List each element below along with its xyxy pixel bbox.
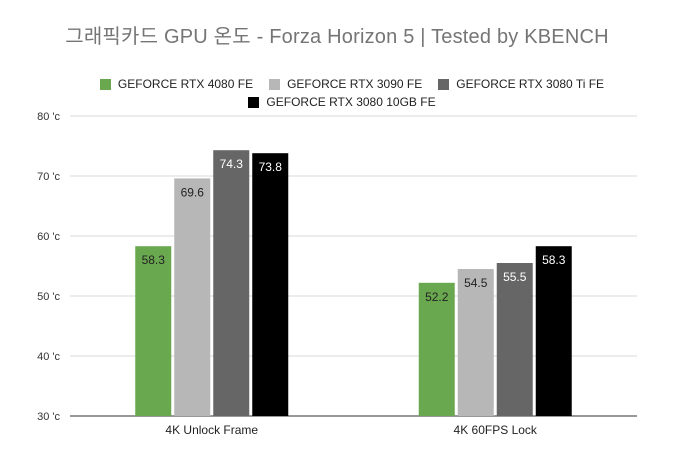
bar-value-label: 73.8: [259, 160, 283, 174]
bar: [252, 153, 289, 416]
bar: [496, 263, 533, 416]
legend-swatch-rtx-3090: [269, 78, 281, 90]
legend-label-rtx-4080: GEFORCE RTX 4080 FE: [117, 77, 254, 91]
x-category-label: 4K 60FPS Lock: [454, 423, 538, 437]
bar: [213, 150, 250, 416]
legend-item-rtx-3090: GEFORCE RTX 3090 FE: [269, 77, 422, 91]
bar-value-label: 69.6: [181, 185, 205, 199]
legend-swatch-rtx-3080-10gb: [248, 96, 260, 108]
chart-title: 그래픽카드 GPU 온도 - Forza Horizon 5 | Tested …: [65, 26, 609, 48]
legend-item-rtx-3080ti: GEFORCE RTX 3080 Ti FE: [438, 77, 604, 91]
bar-value-label: 52.2: [425, 290, 449, 304]
legend-label-rtx-3080ti: GEFORCE RTX 3080 Ti FE: [456, 77, 605, 91]
legend-label-rtx-3090: GEFORCE RTX 3090 FE: [287, 77, 423, 91]
bar-value-label: 74.3: [220, 157, 244, 171]
y-tick-label: 80 'c: [37, 111, 60, 123]
legend-swatch-rtx-3080ti: [438, 78, 450, 90]
legend-item-rtx-4080: GEFORCE RTX 4080 FE: [99, 77, 254, 91]
chart-legend: GEFORCE RTX 4080 FE GEFORCE RTX 3090 FE …: [0, 75, 674, 111]
legend-swatch-rtx-4080: [99, 78, 111, 90]
bar-value-label: 54.5: [464, 276, 488, 290]
legend-label-rtx-3080-10gb: GEFORCE RTX 3080 10GB FE: [266, 95, 436, 109]
y-tick-label: 60 'c: [37, 231, 60, 243]
bar: [418, 282, 455, 416]
y-tick-label: 50 'c: [37, 291, 60, 303]
legend-item-rtx-3080-10gb: GEFORCE RTX 3080 10GB FE: [248, 95, 436, 109]
bar: [135, 246, 172, 416]
y-tick-label: 40 'c: [37, 351, 60, 363]
y-tick-label: 30 'c: [37, 411, 60, 423]
y-tick-label: 70 'c: [37, 171, 60, 183]
bar: [535, 246, 572, 416]
bar-value-label: 58.3: [142, 253, 166, 267]
bar-value-label: 55.5: [503, 270, 527, 284]
bar: [174, 178, 211, 416]
bar: [457, 269, 494, 416]
bar-value-label: 58.3: [542, 253, 566, 267]
x-category-label: 4K Unlock Frame: [165, 423, 258, 437]
